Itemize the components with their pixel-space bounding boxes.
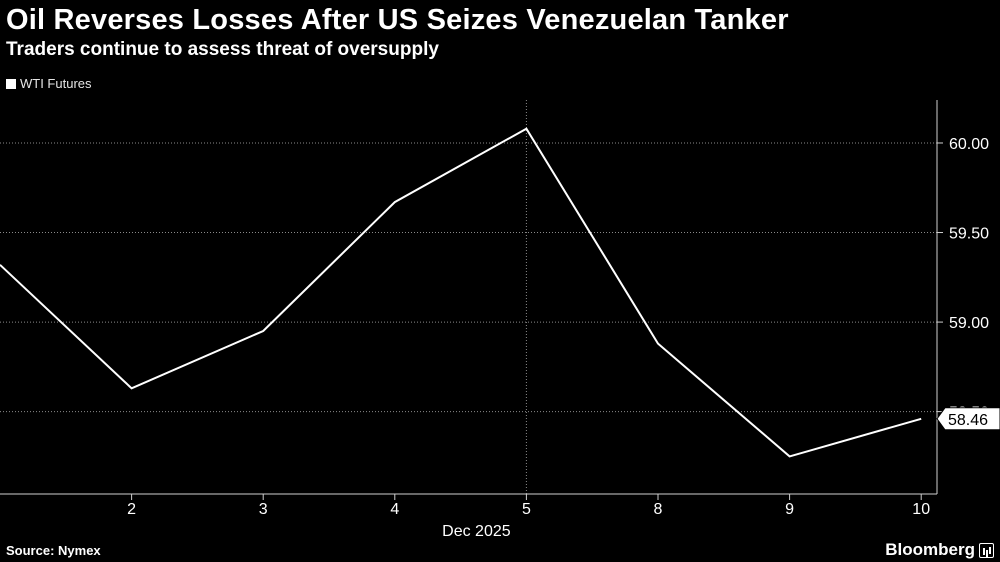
x-tick-label: 8	[654, 501, 663, 518]
x-tick-label: 9	[785, 501, 794, 518]
bloomberg-chart-icon	[979, 542, 994, 558]
legend-swatch	[6, 78, 16, 89]
last-value-callout: 58.46	[936, 407, 1000, 431]
last-value-box	[936, 407, 1000, 431]
series-line-wti	[0, 127, 922, 458]
chart-title: Oil Reverses Losses After US Seizes Vene…	[6, 4, 789, 36]
source-note: Source: Nymex	[6, 543, 101, 558]
chart-subtitle: Traders continue to assess threat of ove…	[6, 39, 439, 60]
legend-label: WTI Futures	[20, 76, 92, 91]
x-tick-label: 4	[390, 501, 399, 518]
x-axis-label: Dec 2025	[442, 523, 511, 540]
gridlines	[0, 100, 937, 494]
x-tick-label: 3	[259, 501, 268, 518]
y-tick-label: 60.00	[949, 136, 989, 153]
last-value-label: 58.46	[948, 412, 988, 429]
x-tick-label: 2	[127, 501, 136, 518]
brand-logo: Bloomberg	[885, 540, 994, 560]
x-tick-labels: 2 3 4 5 8 9 10	[127, 494, 930, 518]
legend: WTI Futures	[6, 76, 92, 91]
x-tick-label: 10	[912, 501, 930, 518]
axes	[0, 100, 938, 495]
x-tick-label: 5	[522, 501, 531, 518]
brand-name: Bloomberg	[885, 540, 975, 559]
y-tick-label: 59.50	[949, 226, 989, 243]
data-points	[0, 128, 922, 457]
y-tick-label: 59.00	[949, 315, 989, 332]
